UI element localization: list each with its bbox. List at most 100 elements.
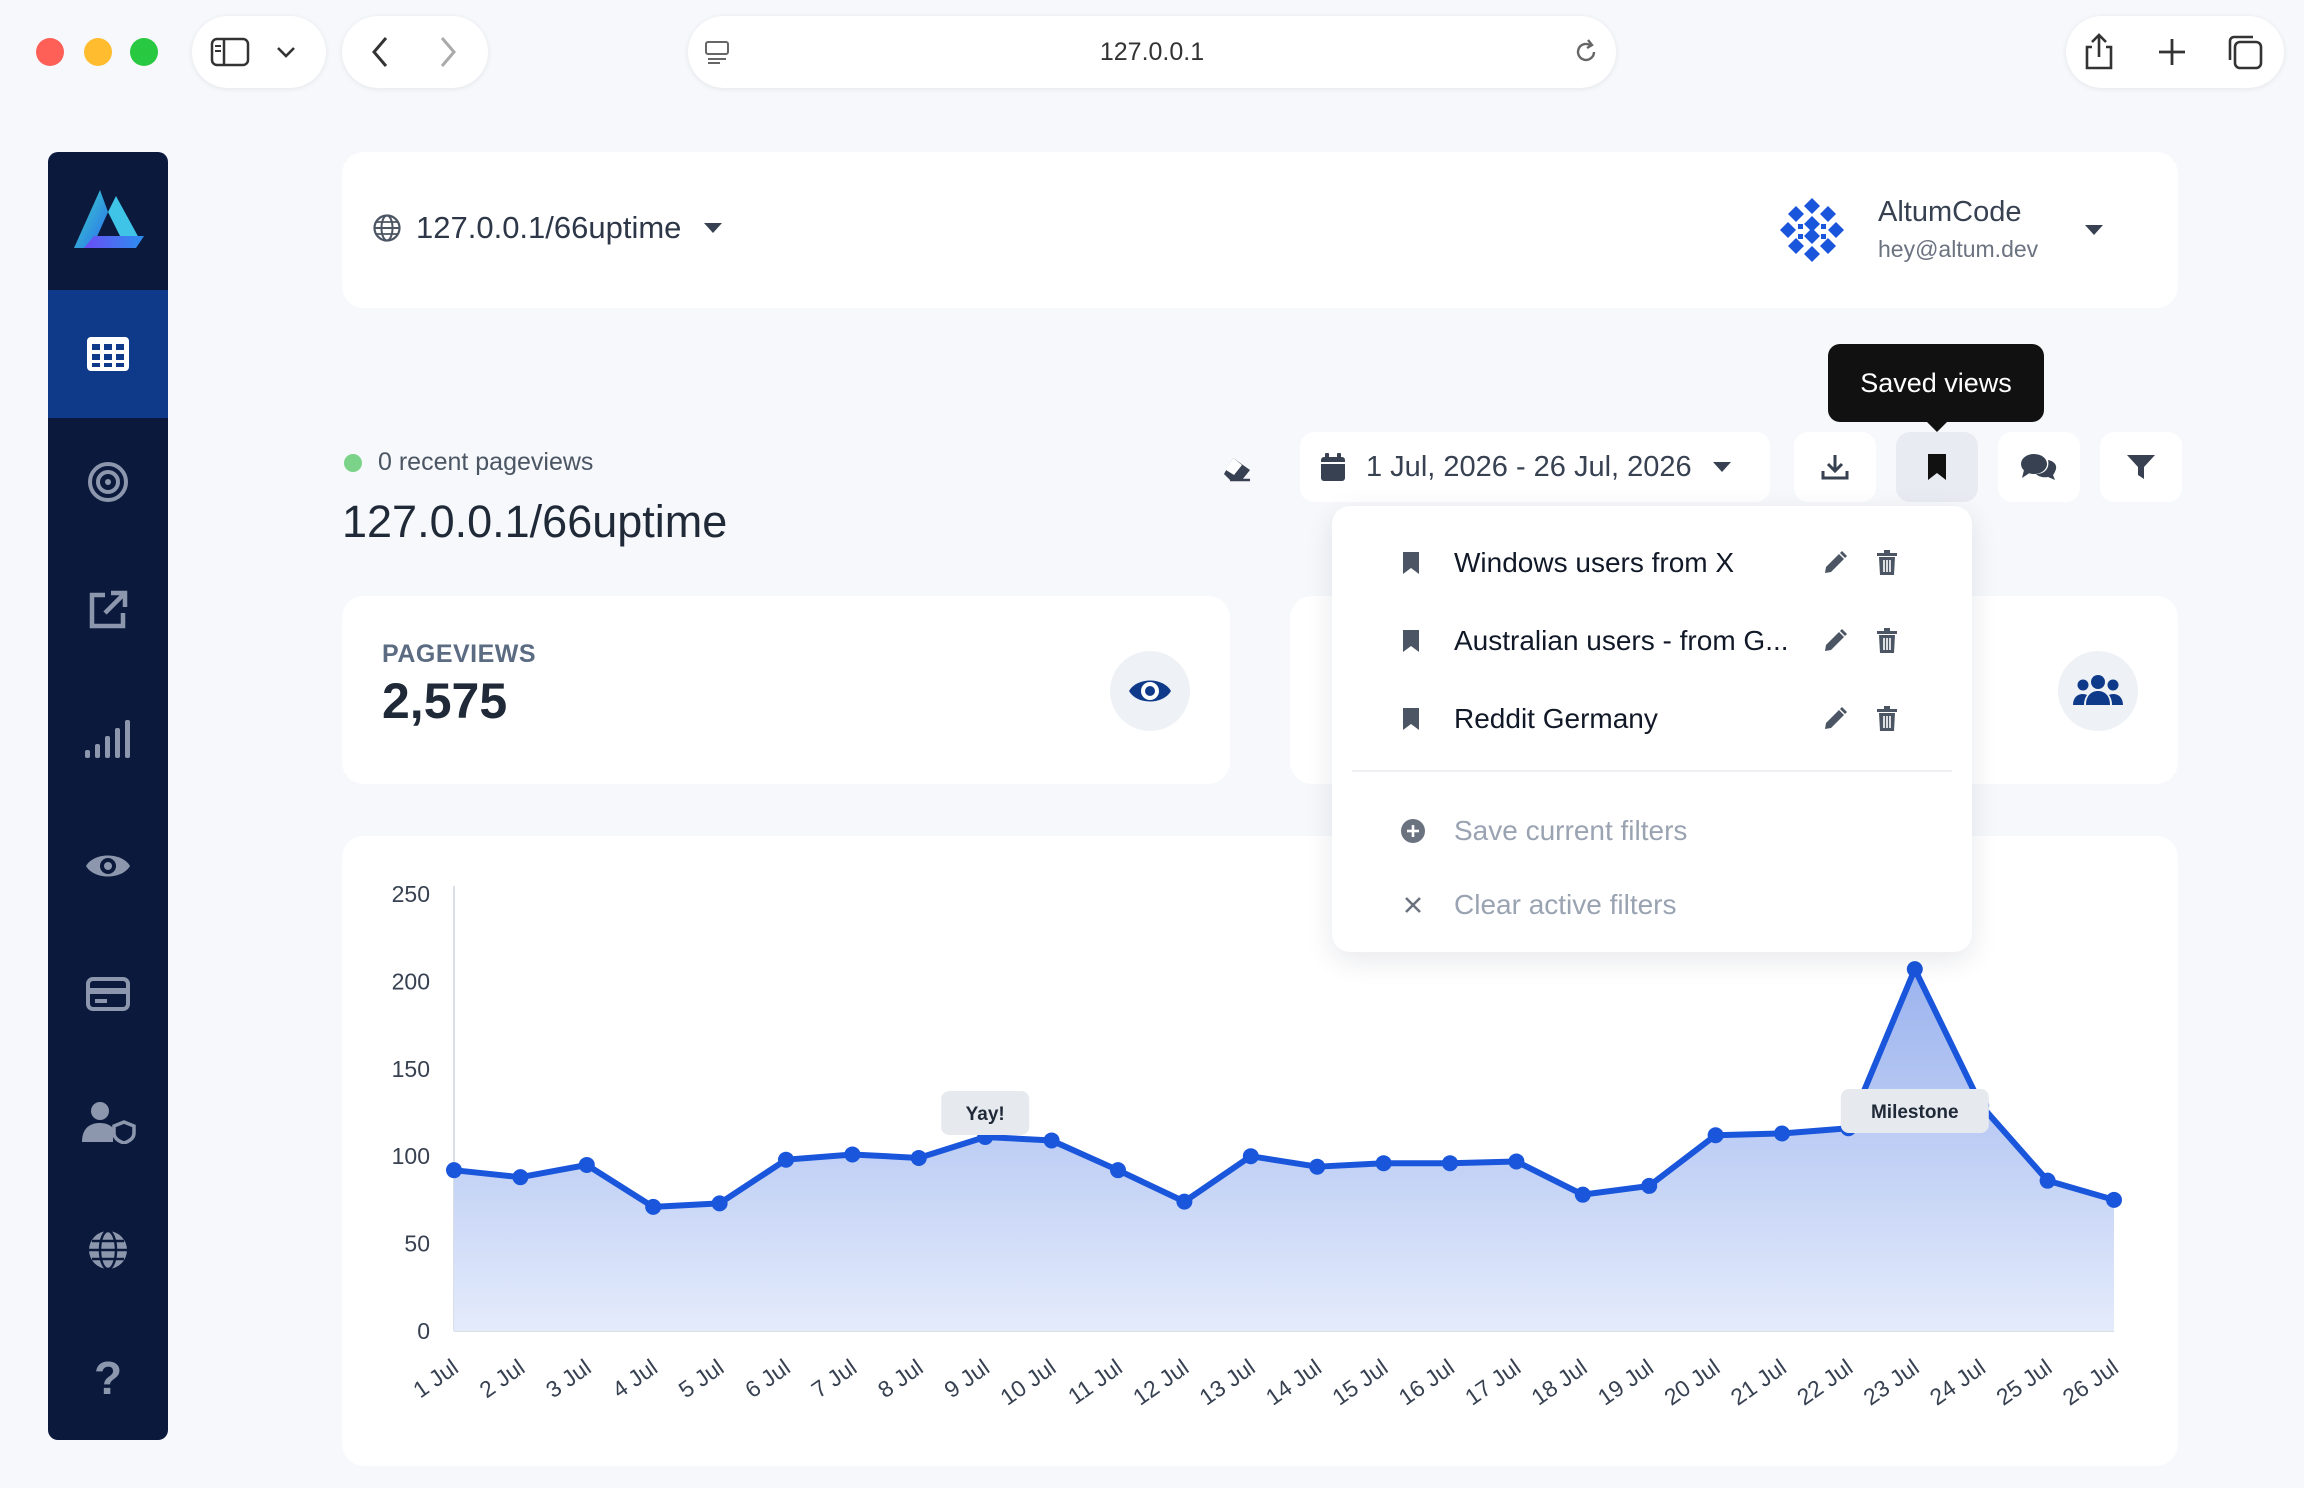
sidebar-item-dashboard[interactable]: [48, 290, 168, 418]
tab-overview-icon[interactable]: [2226, 33, 2264, 71]
avatar: [1776, 194, 1848, 266]
chevron-down-icon[interactable]: [276, 45, 296, 59]
y-tick-label: 50: [404, 1231, 430, 1257]
trash-icon[interactable]: [1876, 706, 1898, 732]
y-tick-label: 200: [392, 968, 430, 994]
download-button[interactable]: [1794, 432, 1876, 502]
sidebar-item-sessions[interactable]: [48, 930, 168, 1058]
browser-actions: [2066, 16, 2284, 88]
plus-circle-icon: [1400, 818, 1426, 844]
sidebar-item-realtime[interactable]: [48, 674, 168, 802]
sidebar-toggle-icon[interactable]: [210, 37, 250, 67]
app-logo[interactable]: [48, 152, 168, 290]
x-tick-label: 5 Jul: [674, 1354, 729, 1403]
x-tick-label: 21 Jul: [1726, 1354, 1791, 1411]
comments-button[interactable]: [1998, 432, 2080, 502]
close-icon: [1404, 896, 1422, 914]
user-shield-icon: [80, 1100, 136, 1144]
user-menu[interactable]: AltumCode hey@altum.dev: [1776, 190, 2116, 270]
sidebar-item-help[interactable]: ?: [48, 1314, 168, 1440]
recent-pageviews-text: 0 recent pageviews: [378, 448, 594, 476]
sidebar-item-referrers[interactable]: [48, 546, 168, 674]
x-tick-label: 19 Jul: [1593, 1354, 1658, 1411]
data-point: [2106, 1191, 2122, 1208]
saved-views-tooltip: Saved views: [1828, 344, 2044, 432]
x-tick-label: 14 Jul: [1261, 1354, 1326, 1411]
user-name: AltumCode: [1878, 196, 2022, 228]
sidebar-item-visitors[interactable]: [48, 802, 168, 930]
download-icon: [1821, 453, 1849, 481]
external-link-icon: [87, 589, 129, 631]
saved-view-item[interactable]: Windows users from X: [1332, 524, 1972, 602]
header-card: [342, 152, 2178, 308]
eraser-icon[interactable]: [1220, 454, 1254, 484]
recent-pageviews-status: 0 recent pageviews: [344, 448, 593, 477]
saved-view-item[interactable]: Reddit Germany: [1332, 680, 1972, 758]
pageviews-label: PAGEVIEWS: [382, 640, 537, 668]
data-point: [512, 1169, 529, 1186]
signal-icon: [85, 718, 131, 758]
x-tick-label: 10 Jul: [995, 1354, 1060, 1411]
date-range-picker[interactable]: 1 Jul, 2026 - 26 Jul, 2026: [1300, 432, 1770, 502]
data-point: [910, 1149, 927, 1166]
sidebar: ?: [48, 152, 168, 1440]
reload-icon[interactable]: [1572, 38, 1600, 66]
data-point: [446, 1162, 462, 1179]
x-tick-label: 16 Jul: [1394, 1354, 1459, 1411]
edit-icon[interactable]: [1822, 628, 1848, 654]
edit-icon[interactable]: [1822, 550, 1848, 576]
trash-icon[interactable]: [1876, 550, 1898, 576]
target-icon: [87, 461, 129, 503]
url-text: 127.0.0.1: [1099, 37, 1205, 66]
x-tick-label: 1 Jul: [408, 1354, 463, 1403]
clear-active-filters-item[interactable]: Clear active filters: [1332, 866, 1972, 944]
dashboard-icon: [86, 336, 130, 372]
pageviews-chart: 0 50 100 150 200 250 1 Jul 2 Jul 3 Jul 4 Jul 5 Jul…: [392, 881, 2123, 1411]
forward-icon[interactable]: [438, 35, 458, 69]
saved-views-button[interactable]: [1896, 432, 1978, 502]
y-tick-label: 250: [392, 881, 430, 907]
share-icon[interactable]: [2082, 33, 2116, 71]
nav-buttons: [342, 16, 488, 88]
data-point: [1574, 1186, 1591, 1203]
caret-down-icon: [703, 222, 723, 234]
x-tick-label: 17 Jul: [1460, 1354, 1525, 1411]
trash-icon[interactable]: [1876, 628, 1898, 654]
menu-divider: [1352, 770, 1952, 772]
data-point: [1707, 1127, 1724, 1144]
globe-icon: [86, 1228, 130, 1272]
sidebar-item-websites[interactable]: [48, 1186, 168, 1314]
address-bar[interactable]: 127.0.0.1: [688, 16, 1616, 88]
comments-icon: [2020, 452, 2058, 482]
data-point: [1375, 1155, 1392, 1172]
save-current-filters-item[interactable]: Save current filters: [1332, 792, 1972, 870]
x-tick-label: 7 Jul: [807, 1354, 862, 1403]
x-tick-label: 26 Jul: [2058, 1354, 2123, 1411]
data-point: [711, 1195, 728, 1212]
x-tick-label: 9 Jul: [939, 1354, 994, 1403]
x-tick-label: 24 Jul: [1925, 1354, 1990, 1411]
x-tick-label: 11 Jul: [1063, 1354, 1127, 1410]
site-selector[interactable]: 127.0.0.1/66uptime: [372, 210, 723, 246]
back-icon[interactable]: [370, 35, 390, 69]
caret-down-icon: [1712, 461, 1732, 473]
users-icon: [2058, 651, 2138, 731]
eye-icon: [84, 849, 132, 883]
data-point: [1774, 1125, 1790, 1142]
data-point: [645, 1198, 662, 1215]
site-selector-label: 127.0.0.1/66uptime: [416, 210, 682, 245]
maximize-window-button[interactable]: [130, 38, 158, 66]
sidebar-toggle-group: [192, 16, 326, 88]
status-dot: [344, 453, 362, 472]
minimize-window-button[interactable]: [84, 38, 112, 66]
sidebar-item-users[interactable]: [48, 1058, 168, 1186]
new-tab-icon[interactable]: [2156, 36, 2188, 68]
x-tick-label: 8 Jul: [873, 1354, 928, 1403]
filters-button[interactable]: [2100, 432, 2182, 502]
sidebar-item-goals[interactable]: [48, 418, 168, 546]
edit-icon[interactable]: [1822, 706, 1848, 732]
annotation-box: [941, 1090, 1030, 1135]
close-window-button[interactable]: [36, 38, 64, 66]
saved-view-item[interactable]: Australian users - from G...: [1332, 602, 1972, 680]
globe-icon: [372, 213, 402, 243]
